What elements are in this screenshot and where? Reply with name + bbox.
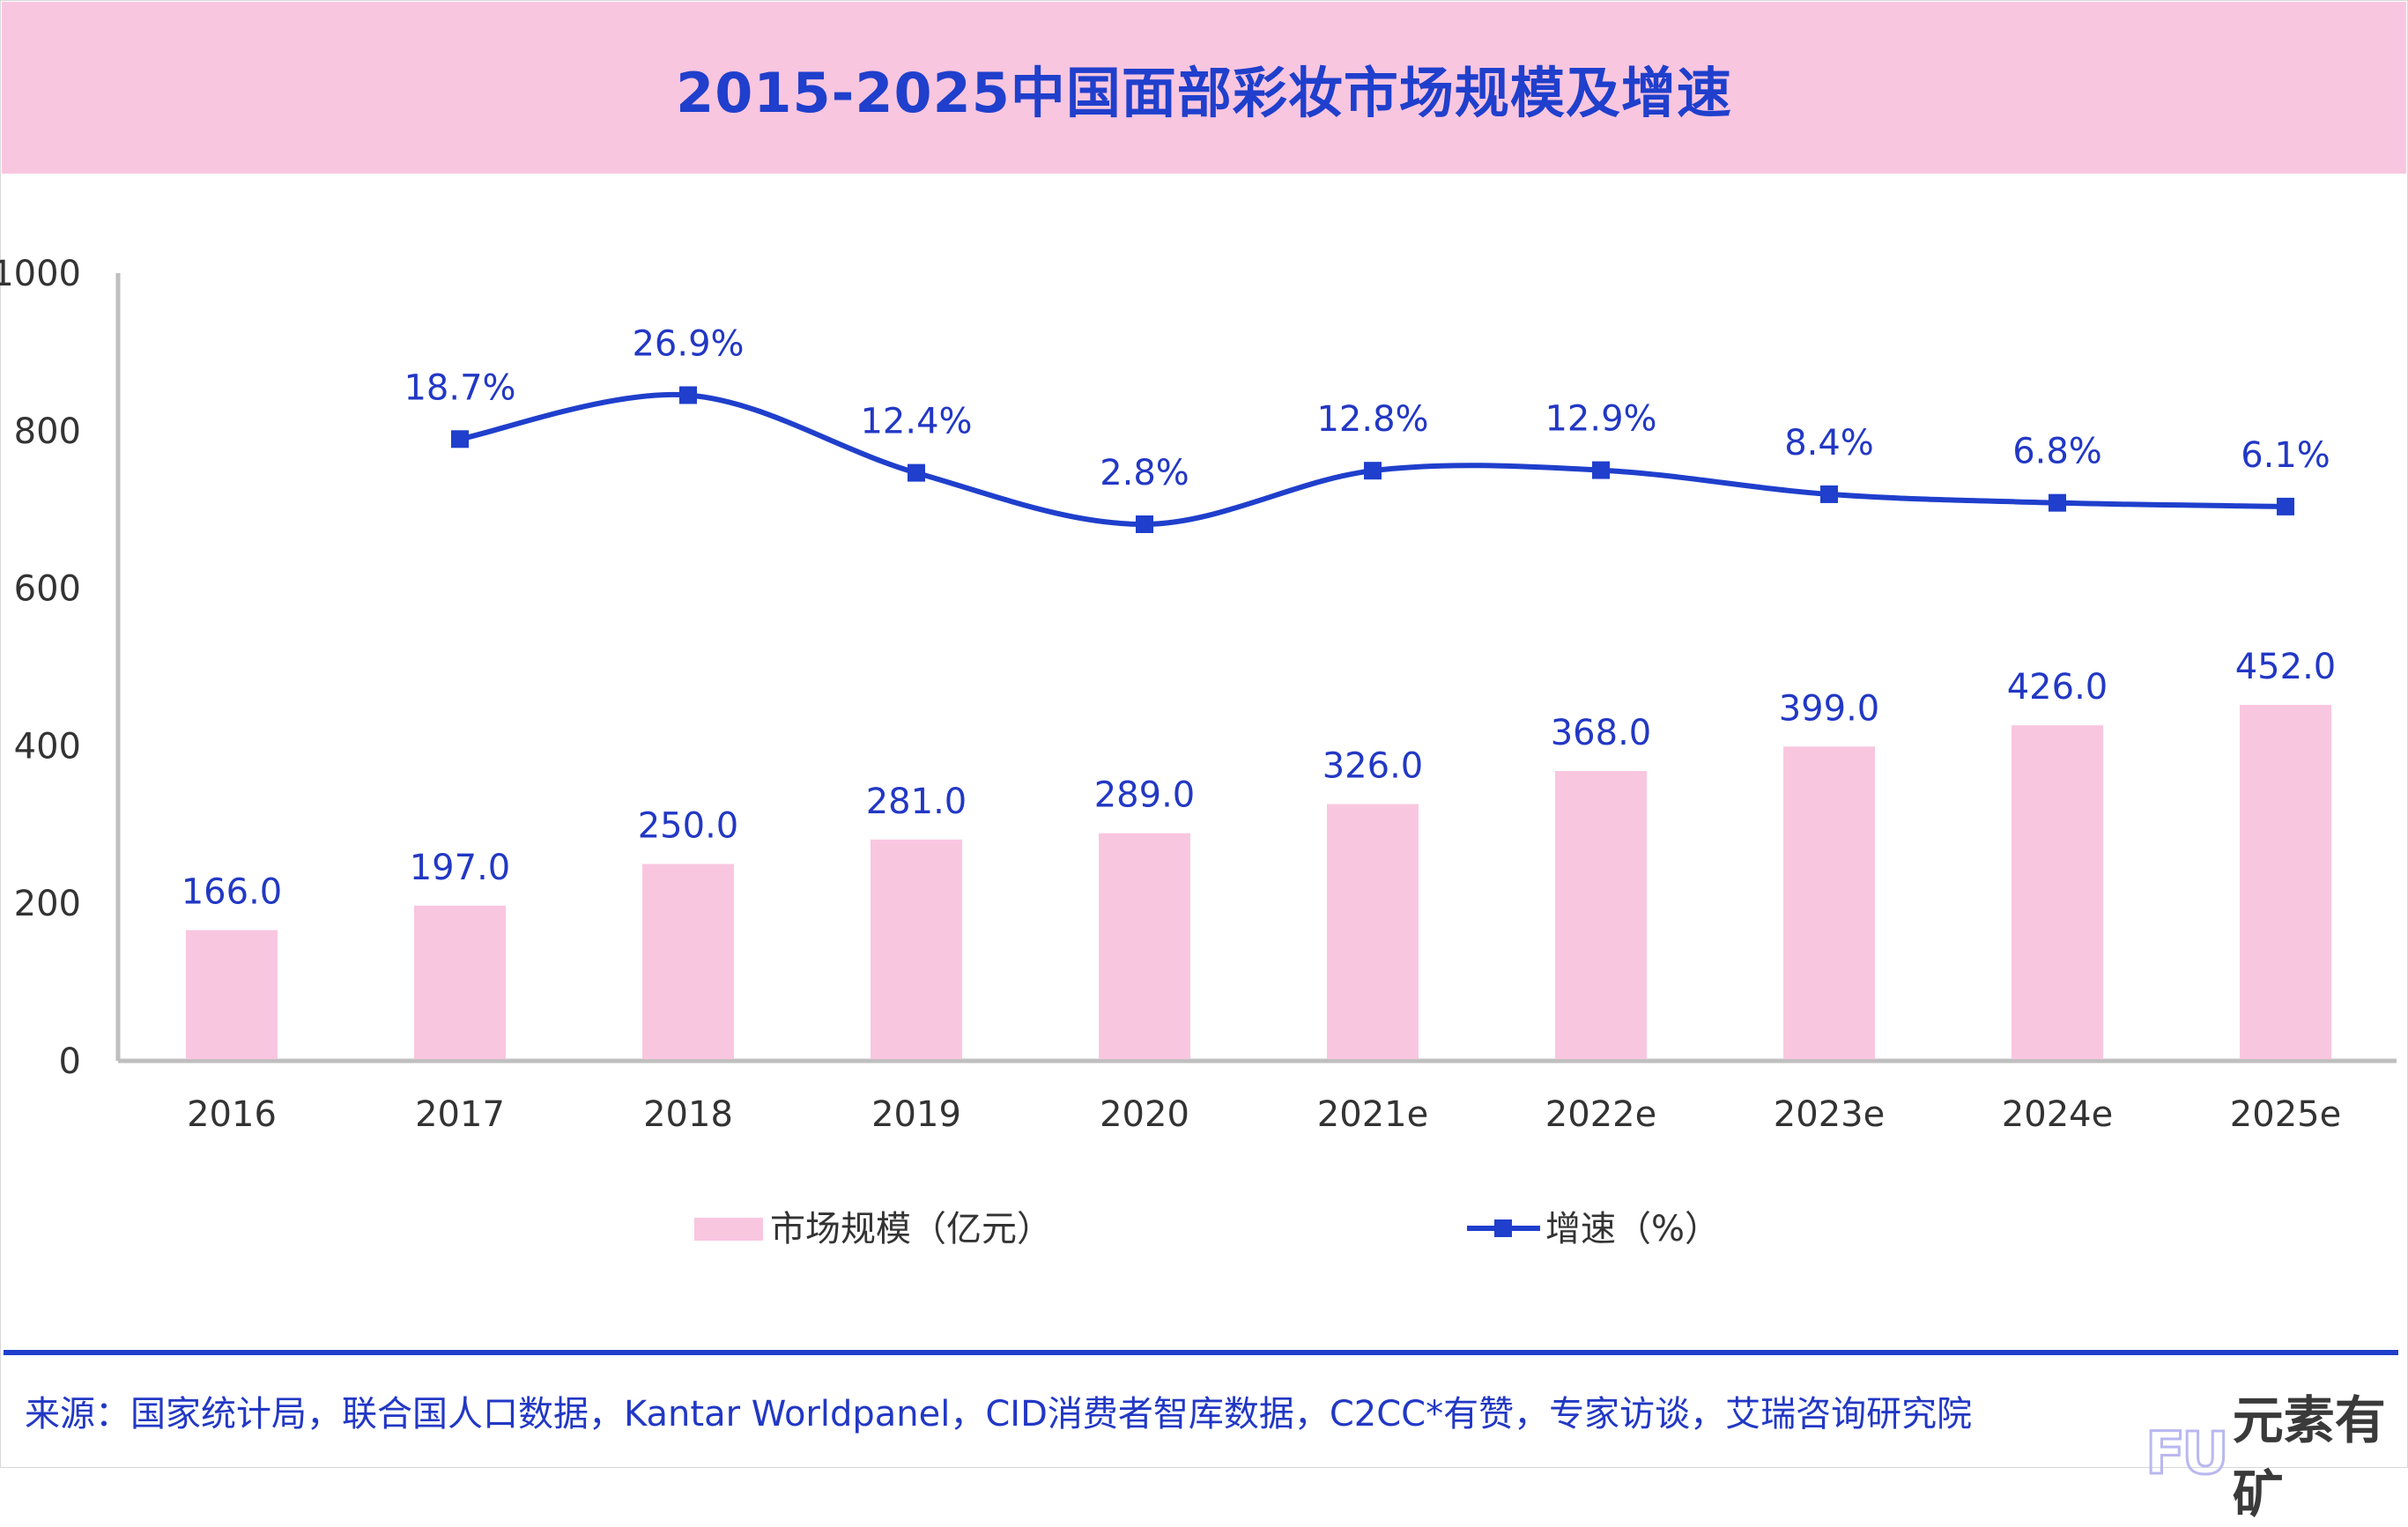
line-marker <box>2277 497 2294 515</box>
x-tick-label: 2020 <box>1100 1094 1189 1135</box>
x-tick-label: 2021e <box>1317 1094 1428 1135</box>
legend-label-line: 增速（%） <box>1545 1209 1720 1249</box>
line-marker <box>679 386 697 404</box>
x-tick-label: 2016 <box>187 1094 277 1135</box>
bar-data-label: 399.0 <box>1779 688 1880 729</box>
bar <box>1555 771 1647 1059</box>
bar <box>186 930 278 1059</box>
x-tick-label: 2025e <box>2230 1094 2341 1135</box>
line-data-label: 26.9% <box>632 323 744 364</box>
y-tick-label: 400 <box>14 726 81 767</box>
legend-swatch-bar <box>694 1218 763 1241</box>
bar <box>414 905 506 1059</box>
bar-data-label: 250.0 <box>638 806 739 847</box>
legend-label-bar: 市场规模（亿元） <box>770 1209 1052 1249</box>
chart: 0 200 400 600 800 1000 2016 2017 2018 2019 2020 202… <box>0 254 2397 1249</box>
y-tick-label: 0 <box>59 1041 81 1082</box>
line-marker <box>1364 462 1382 480</box>
line-data-label: 6.1% <box>2241 435 2330 476</box>
line-marker <box>451 430 469 448</box>
source-note: 来源：国家统计局，联合国人口数据，Kantar Worldpanel，CID消费… <box>25 1394 1973 1434</box>
chart-title: 2015-2025中国面部彩妆市场规模及增速 <box>676 60 1732 125</box>
bar-data-label: 281.0 <box>866 782 967 822</box>
x-tick-label: 2018 <box>643 1094 733 1135</box>
y-tick-label: 600 <box>14 569 81 610</box>
bar <box>871 839 962 1059</box>
line-data-label: 12.4% <box>860 402 972 442</box>
line-marker <box>908 463 925 482</box>
line-data-label: 18.7% <box>404 367 515 408</box>
line-data-label: 6.8% <box>2012 432 2102 472</box>
y-tick-label: 1000 <box>0 254 81 294</box>
x-tick-label: 2022e <box>1545 1094 1656 1135</box>
line-data-label: 8.4% <box>1784 423 1874 463</box>
legend-marker-line <box>1494 1219 1512 1237</box>
bar <box>1099 833 1190 1059</box>
line-marker <box>1820 485 1838 503</box>
logo-mark: FU <box>2145 1418 2231 1488</box>
bar <box>2240 704 2331 1059</box>
x-tick-label: 2023e <box>1774 1094 1885 1135</box>
bar-data-label: 368.0 <box>1551 713 1652 753</box>
x-tick-label: 2019 <box>871 1094 961 1135</box>
bar <box>2012 725 2103 1059</box>
line-data-label: 2.8% <box>1100 453 1189 493</box>
line-data-label: 12.8% <box>1316 399 1428 440</box>
bar-data-label: 426.0 <box>2007 667 2108 708</box>
bar <box>1783 746 1875 1059</box>
line-marker <box>1592 461 1610 479</box>
line-marker <box>1136 515 1153 533</box>
bar-data-label: 289.0 <box>1094 775 1196 816</box>
line-marker <box>2049 493 2066 512</box>
bar-data-label: 197.0 <box>410 848 511 888</box>
logo: FU 元素有矿 <box>2145 1379 2408 1527</box>
logo-text: 元素有矿 <box>2232 1390 2386 1524</box>
bar <box>1327 804 1419 1059</box>
y-tick-label: 800 <box>14 411 81 452</box>
bar-data-label: 326.0 <box>1323 746 1424 787</box>
title-bar: 2015-2025中国面部彩妆市场规模及增速 <box>2 2 2406 174</box>
x-tick-label: 2017 <box>415 1094 505 1135</box>
y-tick-label: 200 <box>14 884 81 924</box>
line-data-label: 12.9% <box>1545 399 1656 440</box>
bar <box>642 864 734 1059</box>
x-tick-label: 2024e <box>2002 1094 2113 1135</box>
bar-data-label: 166.0 <box>182 872 283 913</box>
bar-data-label: 452.0 <box>2235 647 2337 687</box>
divider <box>4 1350 2398 1355</box>
